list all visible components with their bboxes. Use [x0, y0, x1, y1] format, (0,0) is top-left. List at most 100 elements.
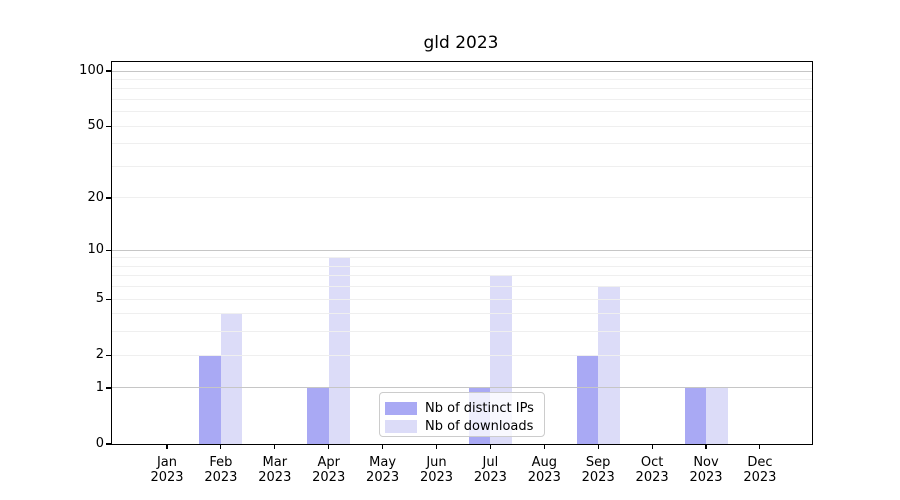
x-label-year: 2023 — [366, 470, 400, 485]
y-tick-label-20: 20 — [87, 189, 104, 205]
x-label-year: 2023 — [312, 470, 346, 485]
x-label-month: Feb — [209, 455, 233, 470]
x-tick-label-jul: Jul 2023 — [462, 455, 518, 485]
x-label-year: 2023 — [581, 470, 615, 485]
x-tick-label-feb: Feb 2023 — [193, 455, 249, 485]
gridline-minor-90 — [112, 78, 812, 80]
legend-swatch-downloads — [385, 419, 417, 433]
gridline-minor-80 — [112, 88, 812, 90]
x-label-month: Mar — [262, 455, 288, 470]
x-tick-label-oct: Oct 2023 — [624, 455, 680, 485]
x-tick-aug — [543, 445, 545, 449]
x-tick-label-jan: Jan 2023 — [139, 455, 195, 485]
bar-nb-of-distinct-ips-apr — [307, 387, 329, 444]
x-label-year: 2023 — [473, 470, 507, 485]
gridline-minor-20 — [112, 197, 812, 199]
legend-row-distinct-ips: Nb of distinct IPs — [385, 400, 538, 416]
legend-row-downloads: Nb of downloads — [385, 418, 538, 434]
x-label-month: Jan — [156, 455, 178, 470]
x-tick-label-sep: Sep 2023 — [570, 455, 626, 485]
y-tick-label-100: 100 — [79, 63, 104, 79]
x-tick-jun — [435, 445, 438, 449]
x-label-month: Sep — [585, 455, 611, 470]
x-tick-sep — [597, 445, 599, 449]
x-tick-oct — [651, 445, 653, 449]
x-label-month: Jun — [426, 455, 447, 470]
gridline-minor-5 — [112, 298, 812, 300]
bar-nb-of-distinct-ips-sep — [576, 355, 599, 444]
x-label-month: Aug — [531, 455, 557, 470]
gridline-minor-70 — [112, 99, 812, 101]
x-label-year: 2023 — [635, 470, 669, 485]
x-tick-jul — [489, 445, 491, 449]
y-tick-label-50: 50 — [87, 118, 104, 134]
gridline-minor-2 — [112, 354, 812, 356]
gridline-minor-60 — [112, 111, 812, 113]
gridline-major-10 — [112, 249, 812, 251]
bar-nb-of-downloads-apr — [328, 257, 351, 444]
gridline-minor-8 — [112, 265, 812, 267]
x-label-month: May — [369, 455, 397, 470]
y-tick-label-2: 2 — [95, 347, 104, 363]
gridline-minor-4 — [112, 313, 812, 315]
x-label-month: Nov — [693, 455, 719, 470]
x-tick-nov — [705, 445, 707, 449]
y-tick-0 — [106, 443, 111, 445]
gridline-minor-7 — [112, 275, 812, 277]
bar-nb-of-downloads-sep — [598, 286, 620, 444]
x-tick-dec — [759, 445, 761, 449]
x-tick-label-mar: Mar 2023 — [247, 455, 303, 485]
x-tick-jan — [166, 445, 168, 449]
chart-title: gld 2023 — [423, 33, 499, 53]
gridline-major-1 — [112, 387, 812, 389]
y-tick-label-10: 10 — [87, 242, 104, 258]
x-label-month: Dec — [747, 455, 773, 470]
bar-nb-of-distinct-ips-feb — [199, 355, 221, 444]
y-tick-100 — [106, 70, 111, 72]
x-tick-label-jun: Jun 2023 — [409, 455, 465, 485]
legend-swatch-distinct-ips — [385, 401, 417, 415]
plot-area: 0 1 2 5 10 20 50 100 Jan 2023 Feb 2023 Mar 2023 Apr 20… — [79, 61, 813, 485]
y-tick-label-0: 0 — [95, 436, 104, 451]
y-tick-5 — [106, 298, 111, 300]
x-tick-label-nov: Nov 2023 — [678, 455, 734, 485]
gridline-minor-40 — [112, 143, 812, 145]
x-label-year: 2023 — [527, 470, 561, 485]
y-tick-2 — [106, 354, 111, 356]
x-tick-apr — [328, 445, 330, 449]
y-tick-50 — [106, 125, 111, 127]
x-tick-label-dec: Dec 2023 — [732, 455, 788, 485]
gridline-minor-50 — [112, 125, 812, 127]
y-tick-10 — [106, 249, 111, 251]
x-tick-label-apr: Apr 2023 — [301, 455, 357, 485]
y-tick-1 — [106, 387, 111, 389]
legend-label-distinct-ips: Nb of distinct IPs — [425, 400, 534, 416]
x-label-year: 2023 — [204, 470, 238, 485]
x-tick-label-aug: Aug 2023 — [516, 455, 572, 485]
x-label-month: Jul — [482, 455, 499, 470]
x-tick-may — [382, 445, 384, 449]
x-label-month: Oct — [640, 455, 664, 470]
legend: Nb of distinct IPs Nb of downloads — [379, 392, 545, 437]
x-label-year: 2023 — [689, 470, 723, 485]
bar-nb-of-downloads-nov — [706, 387, 728, 444]
y-tick-20 — [106, 197, 111, 199]
gridline-major-100 — [112, 70, 812, 72]
legend-label-downloads: Nb of downloads — [425, 418, 534, 434]
x-label-year: 2023 — [258, 470, 292, 485]
bar-nb-of-distinct-ips-nov — [684, 387, 706, 444]
gridline-minor-9 — [112, 257, 812, 259]
x-label-month: Apr — [317, 455, 340, 470]
x-tick-label-may: May 2023 — [355, 455, 411, 485]
x-tick-feb — [220, 445, 222, 449]
x-label-year: 2023 — [419, 470, 454, 485]
gridline-minor-30 — [112, 166, 812, 167]
x-label-year: 2023 — [150, 470, 184, 485]
y-tick-label-5: 5 — [95, 291, 104, 307]
x-tick-mar — [274, 445, 276, 449]
y-tick-label-1: 1 — [95, 379, 104, 395]
gridline-minor-3 — [112, 331, 812, 333]
bar-nb-of-downloads-feb — [220, 313, 243, 444]
x-label-year: 2023 — [743, 470, 777, 485]
